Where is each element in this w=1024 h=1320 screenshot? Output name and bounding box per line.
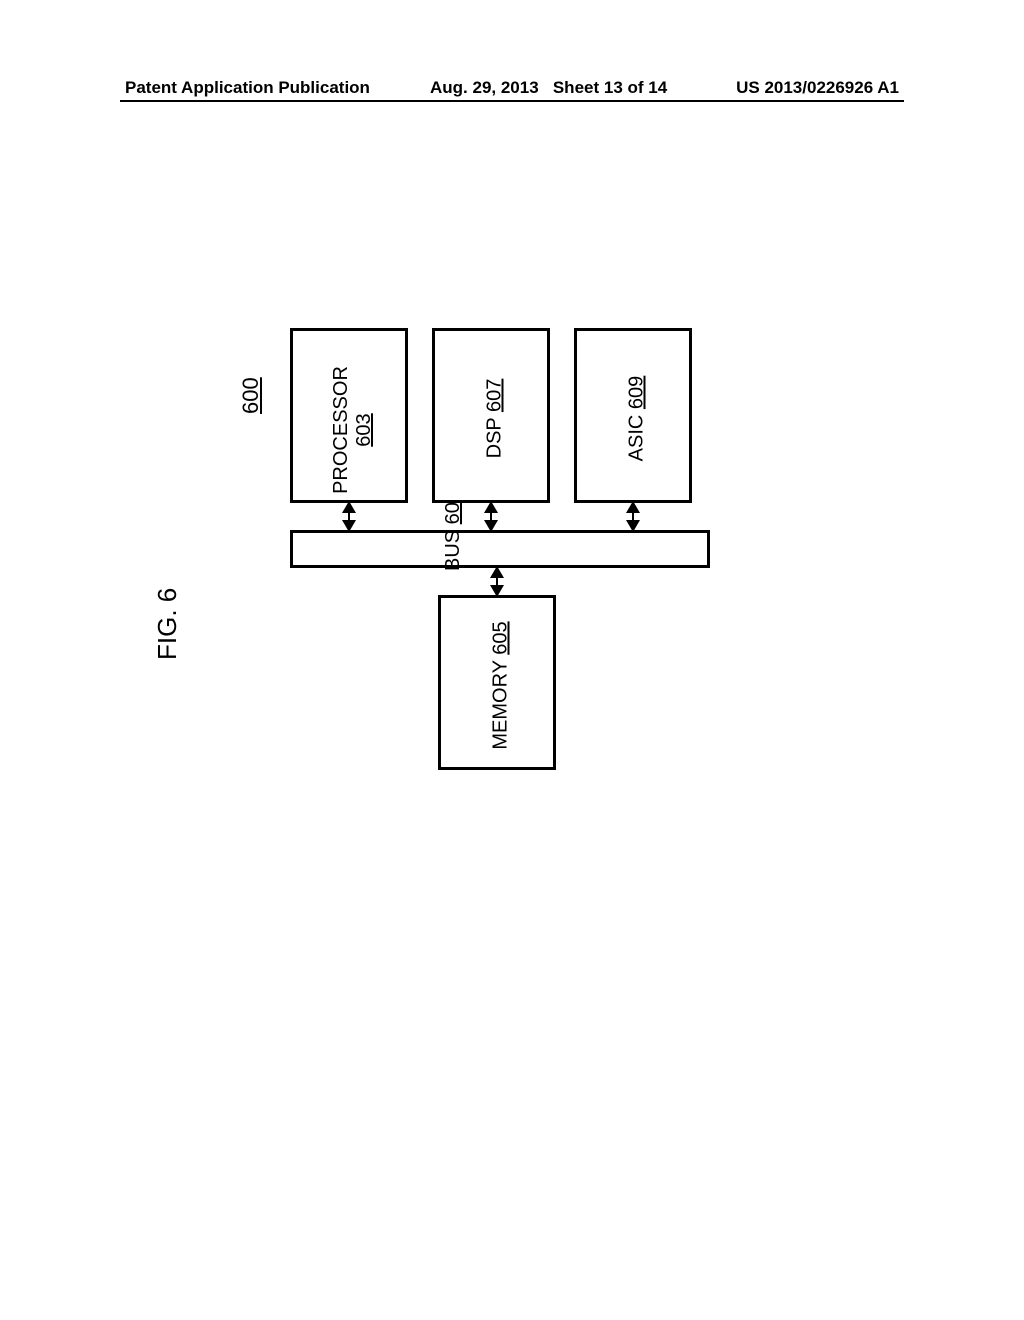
memory-num: 605 — [490, 621, 512, 654]
node-asic-label: ASIC 609 — [626, 319, 649, 519]
bus-text: BUS — [442, 530, 464, 571]
figure-label: FIG. 6 — [152, 588, 183, 660]
arrow-dsp-down — [484, 520, 498, 532]
header-rule — [120, 100, 904, 102]
node-dsp: DSP 607 — [432, 328, 550, 503]
header-left: Patent Application Publication — [125, 78, 370, 98]
node-bus-label: BUS 601 — [443, 531, 563, 571]
header-date: Aug. 29, 2013 — [430, 78, 539, 97]
node-memory-label: MEMORY 605 — [490, 586, 513, 786]
node-asic: ASIC 609 — [574, 328, 692, 503]
node-bus: BUS 601 — [290, 530, 710, 568]
memory-text: MEMORY — [490, 660, 512, 749]
asic-text: ASIC — [626, 415, 648, 462]
dsp-text: DSP — [484, 418, 506, 459]
arrow-asic-down — [626, 520, 640, 532]
figure-ref: 600 — [238, 377, 264, 414]
node-processor: PROCESSOR 603 — [290, 328, 408, 503]
header-right: US 2013/0226926 A1 — [736, 78, 899, 98]
node-memory: MEMORY 605 — [438, 595, 556, 770]
header-mid: Aug. 29, 2013 Sheet 13 of 14 — [430, 78, 667, 98]
node-dsp-label: DSP 607 — [484, 319, 507, 519]
node-processor-label: PROCESSOR 603 — [330, 330, 376, 530]
arrow-memory-down — [490, 585, 504, 597]
processor-num: 603 — [353, 413, 375, 446]
asic-num: 609 — [626, 376, 648, 409]
page: Patent Application Publication Aug. 29, … — [0, 0, 1024, 1320]
dsp-num: 607 — [484, 379, 506, 412]
arrow-processor-down — [342, 520, 356, 532]
header-sheet: Sheet 13 of 14 — [553, 78, 667, 97]
processor-text: PROCESSOR — [330, 366, 352, 494]
